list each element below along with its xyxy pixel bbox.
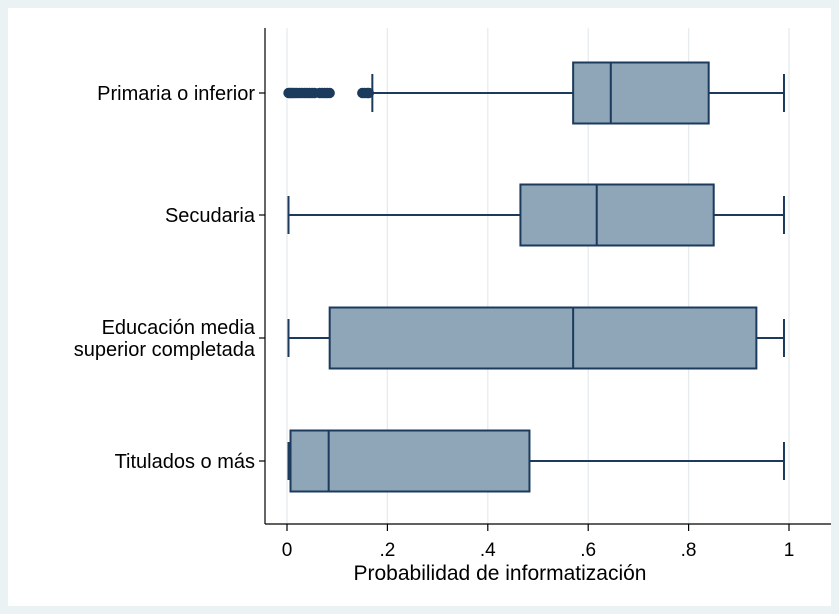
x-axis-title: Probabilidad de informatización xyxy=(353,562,646,585)
outlier-point xyxy=(324,87,335,99)
axes xyxy=(259,28,831,531)
box-group-0 xyxy=(283,61,785,125)
x-tick-label: .8 xyxy=(681,540,697,561)
category-label: Titulados o más xyxy=(115,451,255,473)
category-label: superior completada xyxy=(74,339,256,361)
x-tick-label: .2 xyxy=(379,540,395,561)
x-tick-label: 0 xyxy=(282,540,293,561)
category-label: Educación media xyxy=(102,317,256,339)
labels: 0 .2 .4 .6 .8 1 Primaria o inferior Secudaria Ed… xyxy=(74,83,795,561)
box-group-2 xyxy=(287,306,785,370)
iqr-box xyxy=(289,429,531,493)
x-tick-label: 1 xyxy=(784,540,795,561)
box-group-3 xyxy=(287,429,785,493)
iqr-box xyxy=(328,306,758,370)
category-label: Secudaria xyxy=(165,205,256,227)
x-tick-label: .6 xyxy=(580,540,596,561)
category-label: Primaria o inferior xyxy=(97,83,255,105)
outlier-point xyxy=(363,87,375,99)
box-group-1 xyxy=(287,183,785,247)
x-tick-label: .4 xyxy=(480,540,496,561)
iqr-box xyxy=(572,61,710,125)
boxes xyxy=(283,61,785,493)
iqr-box xyxy=(519,183,715,247)
